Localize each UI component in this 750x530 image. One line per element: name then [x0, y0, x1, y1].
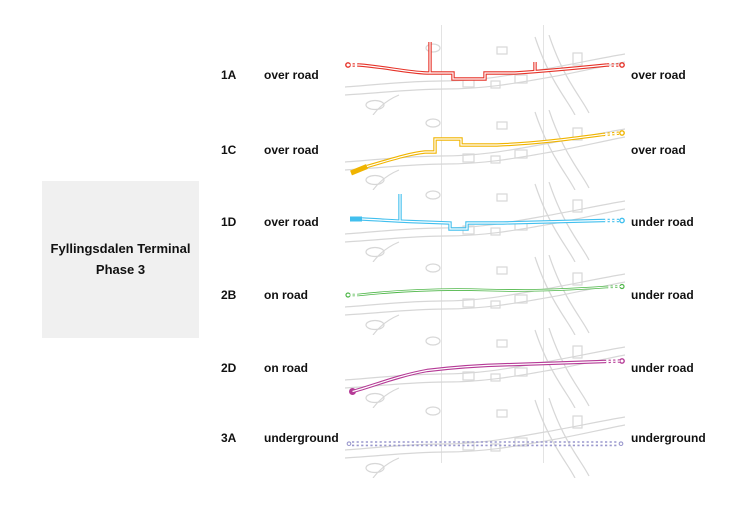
route-line-inner — [348, 42, 622, 80]
right-alignment-label: under road — [631, 215, 694, 229]
left-alignment-label: over road — [264, 215, 319, 229]
route-line — [350, 194, 625, 231]
background-map — [345, 328, 625, 408]
right-alignment-label: over road — [631, 68, 686, 82]
alternative-row-1D: 1D over road under road — [0, 182, 750, 262]
alternative-id: 3A — [221, 431, 237, 445]
background-map — [345, 255, 625, 335]
background-map — [345, 110, 625, 190]
alternative-row-1C: 1C over road over road — [0, 110, 750, 190]
section-guide-line-right — [543, 25, 544, 463]
left-alignment-label: over road — [264, 68, 319, 82]
route-line-inner — [361, 194, 621, 230]
route-start-stub — [350, 164, 368, 176]
alternative-id: 2B — [221, 288, 237, 302]
route-map-2B — [345, 255, 625, 335]
route-line — [346, 441, 624, 447]
terminus-circle-icon — [619, 130, 625, 136]
route-line-inner — [352, 360, 622, 393]
page-title-line1: Fyllingsdalen Terminal — [50, 241, 191, 257]
background-map — [345, 398, 625, 478]
right-alignment-label: under road — [631, 361, 694, 375]
left-alignment-label: over road — [264, 143, 319, 157]
left-alignment-label: on road — [264, 288, 308, 302]
terminus-circle-icon — [618, 441, 624, 447]
section-guide-line-left — [441, 25, 442, 463]
alternative-row-2D: 2D on road under road — [0, 328, 750, 408]
route-map-1A — [345, 35, 625, 115]
route-line-inner — [348, 286, 622, 296]
left-alignment-label: on road — [264, 361, 308, 375]
alternative-id: 1C — [221, 143, 237, 157]
route-map-1C — [345, 110, 625, 190]
title-panel: Fyllingsdalen Terminal Phase 3 — [42, 181, 199, 338]
alternative-row-2B: 2B on road under road — [0, 255, 750, 335]
alternative-id: 1D — [221, 215, 237, 229]
alternative-row-1A: 1A over road over road — [0, 35, 750, 115]
route-line-inner — [366, 132, 622, 168]
terminus-circle-icon — [619, 358, 625, 364]
right-alignment-label: under road — [631, 288, 694, 302]
route-map-2D — [345, 328, 625, 408]
route-map-3A — [345, 398, 625, 478]
terminus-circle-icon — [346, 441, 352, 447]
right-alignment-label: over road — [631, 143, 686, 157]
terminus-circle-icon — [619, 217, 625, 224]
alternative-id: 1A — [221, 68, 237, 82]
alternative-row-3A: 3A underground underground — [0, 398, 750, 478]
left-alignment-label: underground — [264, 431, 339, 445]
alternative-id: 2D — [221, 361, 237, 375]
right-alignment-label: underground — [631, 431, 706, 445]
page-title-line2: Phase 3 — [95, 261, 146, 277]
route-map-1D — [345, 182, 625, 262]
